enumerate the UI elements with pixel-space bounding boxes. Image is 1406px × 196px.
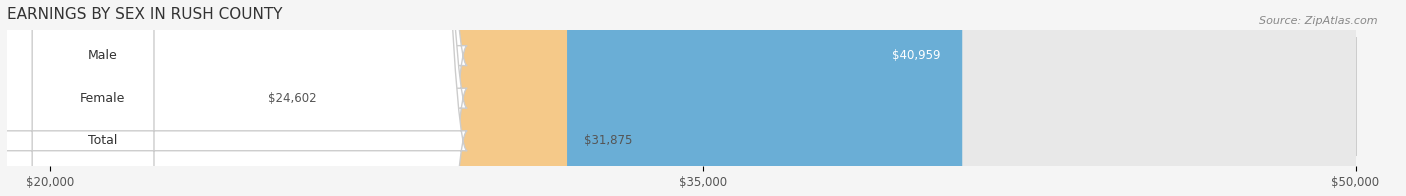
- FancyBboxPatch shape: [0, 0, 467, 196]
- FancyBboxPatch shape: [51, 0, 567, 196]
- FancyBboxPatch shape: [0, 0, 467, 196]
- FancyBboxPatch shape: [51, 0, 962, 196]
- Text: $24,602: $24,602: [269, 92, 316, 105]
- FancyBboxPatch shape: [51, 0, 1355, 196]
- FancyBboxPatch shape: [0, 0, 467, 196]
- Text: Total: Total: [89, 134, 118, 147]
- FancyBboxPatch shape: [51, 0, 1355, 196]
- Text: $31,875: $31,875: [585, 134, 633, 147]
- Text: Male: Male: [89, 49, 118, 62]
- Text: Female: Female: [80, 92, 125, 105]
- Text: Source: ZipAtlas.com: Source: ZipAtlas.com: [1260, 16, 1378, 26]
- FancyBboxPatch shape: [0, 0, 485, 196]
- Text: EARNINGS BY SEX IN RUSH COUNTY: EARNINGS BY SEX IN RUSH COUNTY: [7, 7, 283, 22]
- Text: $40,959: $40,959: [891, 49, 941, 62]
- FancyBboxPatch shape: [51, 0, 1355, 196]
